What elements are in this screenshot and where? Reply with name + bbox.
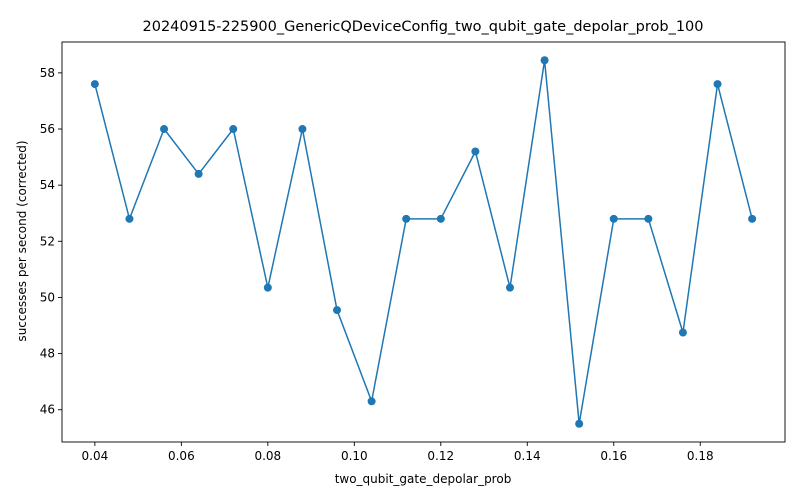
x-tick-label: 0.14 bbox=[514, 449, 541, 463]
plot-area: 0.04 0.06 0.08 0.10 0.12 0.14 0.16 0.18 46 48 50 52… bbox=[40, 41, 786, 463]
data-point bbox=[263, 283, 272, 292]
y-tick-label: 50 bbox=[40, 290, 55, 304]
data-point bbox=[678, 328, 687, 337]
data-point bbox=[298, 125, 307, 134]
y-tick-label: 46 bbox=[40, 403, 55, 417]
y-tick-label: 56 bbox=[40, 122, 55, 136]
data-point bbox=[575, 419, 584, 428]
data-point bbox=[229, 125, 238, 134]
y-axis-label: successes per second (corrected) bbox=[15, 140, 29, 341]
data-point bbox=[402, 214, 411, 223]
x-tick-label: 0.18 bbox=[687, 449, 714, 463]
data-point bbox=[748, 214, 757, 223]
data-point bbox=[125, 214, 134, 223]
x-tick-label: 0.10 bbox=[341, 449, 368, 463]
x-axis-label: two_qubit_gate_depolar_prob bbox=[335, 472, 512, 486]
x-tick-label: 0.06 bbox=[168, 449, 195, 463]
data-point bbox=[160, 125, 169, 134]
data-point bbox=[367, 397, 376, 406]
data-point bbox=[609, 214, 618, 223]
series-line bbox=[94, 59, 753, 425]
data-point bbox=[505, 283, 514, 292]
data-point bbox=[471, 147, 480, 156]
data-point bbox=[644, 214, 653, 223]
data-point bbox=[713, 80, 722, 89]
x-tick-label: 0.16 bbox=[600, 449, 627, 463]
y-tick-label: 48 bbox=[40, 347, 55, 361]
y-tick-label: 52 bbox=[40, 234, 55, 248]
data-point bbox=[90, 80, 99, 89]
data-point bbox=[436, 214, 445, 223]
x-tick-label: 0.04 bbox=[82, 449, 109, 463]
y-tick-label: 58 bbox=[40, 66, 55, 80]
plot-frame bbox=[61, 41, 786, 443]
data-point bbox=[540, 56, 549, 65]
data-point bbox=[333, 306, 342, 315]
data-point bbox=[194, 169, 203, 178]
chart-title: 20240915-225900_GenericQDeviceConfig_two… bbox=[143, 19, 704, 35]
y-tick-label: 54 bbox=[40, 178, 55, 192]
x-tick-label: 0.12 bbox=[427, 449, 454, 463]
x-tick-label: 0.08 bbox=[254, 449, 281, 463]
